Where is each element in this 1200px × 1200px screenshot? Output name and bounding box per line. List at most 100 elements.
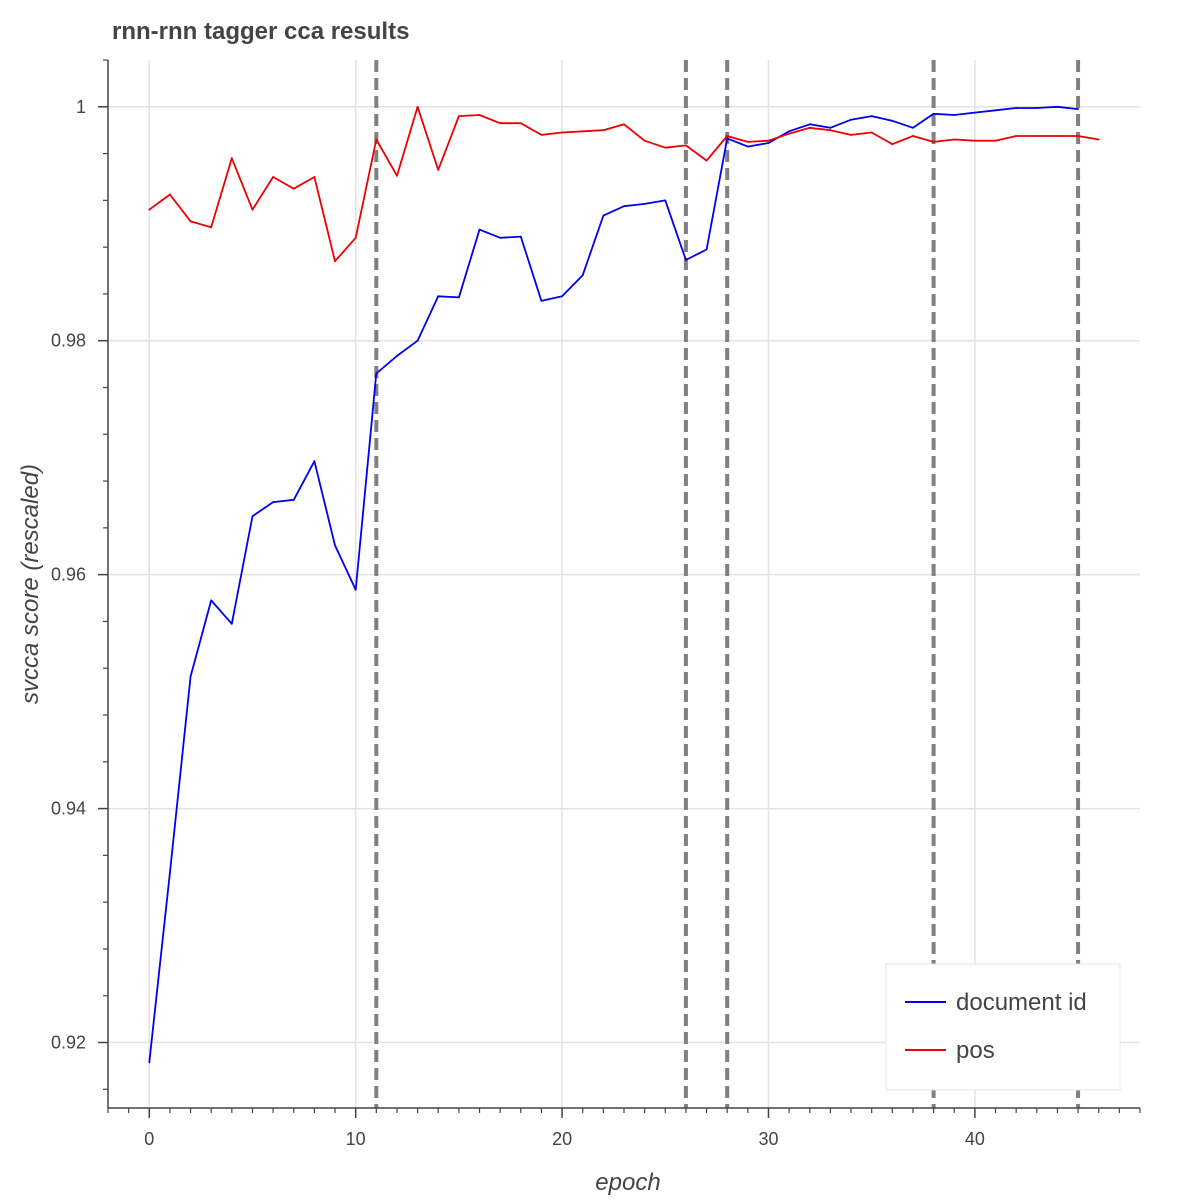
data-point-document-id [561, 295, 563, 298]
data-point-pos [251, 208, 254, 211]
data-point-document-id [375, 372, 378, 375]
data-point-document-id [1077, 108, 1079, 110]
data-point-document-id [767, 142, 770, 144]
data-point-pos [292, 187, 295, 190]
data-point-document-id [396, 355, 398, 357]
data-point-pos [1035, 135, 1038, 137]
y-axis-label: svcca score (rescaled) [17, 464, 44, 704]
data-point-pos [1015, 135, 1018, 137]
data-point-document-id [478, 228, 481, 231]
y-tick-label: 1 [76, 97, 86, 117]
data-point-document-id [932, 112, 935, 115]
data-point-pos [272, 176, 274, 178]
data-point-document-id [169, 872, 171, 874]
data-point-pos [519, 122, 522, 125]
data-point-pos [478, 114, 481, 116]
data-point-document-id [870, 115, 873, 117]
data-point-document-id [623, 205, 625, 208]
data-point-document-id [189, 675, 192, 678]
chart-title: rnn-rnn tagger cca results [112, 18, 410, 45]
data-point-document-id [1056, 105, 1059, 108]
data-point-document-id [726, 137, 729, 140]
data-point-document-id [891, 119, 894, 122]
data-point-document-id [416, 339, 419, 342]
data-point-pos [829, 129, 832, 132]
data-point-pos [375, 138, 378, 141]
data-point-pos [932, 141, 935, 143]
x-tick-label: 10 [346, 1129, 366, 1149]
data-point-document-id [437, 295, 440, 298]
data-point-document-id [664, 199, 667, 202]
axes [107, 60, 1140, 1109]
data-point-pos [581, 130, 584, 133]
legend-box [885, 963, 1121, 1091]
data-point-document-id [354, 588, 357, 591]
data-point-pos [953, 138, 956, 141]
data-point-document-id [953, 114, 956, 116]
x-axis-label: epoch [595, 1169, 660, 1196]
data-point-document-id [1035, 107, 1038, 109]
data-point-pos [623, 123, 625, 126]
data-point-pos [808, 126, 811, 129]
data-point-pos [912, 135, 914, 137]
data-point-document-id [974, 111, 976, 114]
data-point-document-id [251, 515, 254, 518]
x-tick-label: 30 [758, 1129, 778, 1149]
data-point-pos [1097, 138, 1100, 141]
data-point-pos [169, 193, 171, 196]
data-point-pos [870, 131, 873, 134]
data-point-document-id [292, 498, 295, 501]
data-point-pos [788, 132, 790, 135]
data-point-pos [1056, 135, 1059, 137]
data-point-document-id [313, 460, 316, 463]
data-point-pos [850, 134, 852, 136]
data-point-pos [148, 208, 151, 211]
legend-label-pos: pos [956, 1037, 995, 1064]
data-point-document-id [808, 123, 811, 126]
data-point-pos [189, 220, 192, 223]
data-point-document-id [602, 214, 605, 217]
data-point-document-id [581, 274, 584, 277]
data-point-document-id [788, 130, 790, 133]
data-point-document-id [685, 259, 687, 261]
data-point-document-id [829, 126, 832, 129]
data-point-document-id [272, 501, 274, 503]
series-line-pos [148, 105, 1099, 263]
data-point-pos [313, 176, 316, 178]
data-point-pos [685, 144, 687, 147]
data-point-pos [746, 141, 749, 143]
data-point-document-id [1015, 107, 1018, 109]
data-point-pos [210, 226, 213, 229]
data-point-document-id [746, 145, 749, 148]
data-point-document-id [705, 248, 708, 251]
data-point-pos [396, 174, 398, 177]
data-point-pos [458, 115, 460, 117]
data-point-document-id [334, 544, 336, 547]
vertical-markers [374, 60, 1081, 1108]
data-point-document-id [850, 118, 852, 121]
data-point-document-id [540, 300, 543, 302]
y-tick-label: 0.92 [51, 1033, 86, 1053]
data-point-document-id [519, 235, 522, 238]
data-point-pos [891, 143, 894, 146]
data-point-document-id [499, 236, 502, 239]
data-point-pos [643, 139, 646, 142]
data-point-pos [540, 134, 543, 136]
data-point-document-id [912, 126, 914, 129]
data-point-pos [664, 146, 667, 149]
grid-lines [108, 60, 1140, 1108]
data-series [148, 105, 1100, 1064]
legend-label-document-id: document id [956, 989, 1087, 1016]
data-point-pos [974, 139, 976, 142]
y-tick-label: 0.94 [51, 799, 86, 819]
data-point-pos [705, 159, 708, 162]
data-point-pos [561, 131, 563, 134]
data-point-pos [499, 122, 502, 125]
tick-labels: 0 10 20 30 40 0.92 0.94 0.96 0.98 1 [51, 59, 1141, 1149]
data-point-document-id [643, 203, 646, 205]
x-tick-label: 20 [552, 1129, 572, 1149]
y-tick-label: 0.98 [51, 331, 86, 351]
data-point-pos [354, 236, 357, 239]
series-line-document-id [148, 105, 1079, 1063]
